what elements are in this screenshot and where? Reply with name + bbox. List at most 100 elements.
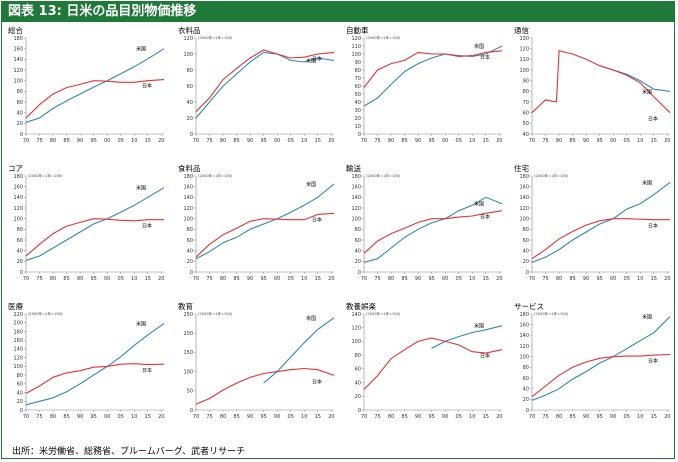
y-tick-label: 180 xyxy=(519,174,529,180)
x-tick-label: 75 xyxy=(542,276,548,282)
x-tick-label: 05 xyxy=(624,276,630,282)
x-tick-label: 00 xyxy=(104,138,110,144)
y-tick-label: 50 xyxy=(355,92,361,98)
x-tick-label: 75 xyxy=(36,276,42,282)
series-label-jp: 日本 xyxy=(480,214,490,221)
series-line-us xyxy=(531,316,671,401)
x-tick-label: 90 xyxy=(583,276,589,282)
panel-note: (2000年=1年=100) xyxy=(198,35,233,40)
y-tick-label: 100 xyxy=(13,364,23,370)
x-tick-label: 05 xyxy=(288,414,294,420)
x-tick-label: 70 xyxy=(361,414,367,420)
x-tick-label: 10 xyxy=(469,414,475,420)
x-tick-label: 85 xyxy=(569,138,575,144)
x-tick-label: 80 xyxy=(388,138,394,144)
series-label-us: 米国 xyxy=(642,314,652,321)
series-label-us: 米国 xyxy=(474,323,484,330)
series-line-us xyxy=(195,51,335,119)
panel-note: (2000年=1年=100) xyxy=(198,173,233,178)
x-tick-label: 15 xyxy=(483,276,489,282)
series-label-jp: 日本 xyxy=(312,378,322,385)
panel-title: 自動車 xyxy=(346,25,369,35)
x-tick-label: 95 xyxy=(260,414,266,420)
x-tick-label: 00 xyxy=(442,138,448,144)
x-tick-label: 90 xyxy=(77,138,83,144)
series-line-us xyxy=(263,317,335,384)
y-tick-label: 60 xyxy=(17,382,23,388)
x-tick-label: 90 xyxy=(583,138,589,144)
x-tick-label: 90 xyxy=(247,276,253,282)
x-tick-label: 70 xyxy=(193,138,199,144)
y-tick-label: 60 xyxy=(17,238,23,244)
panel-note: (2000年=1年=100) xyxy=(28,311,63,316)
x-tick-label: 15 xyxy=(651,138,657,144)
y-tick-label: 110 xyxy=(519,57,529,63)
panel-note: (2000年=1年=100) xyxy=(366,35,401,40)
series-line-jp xyxy=(363,50,503,88)
series-label-jp: 日本 xyxy=(480,54,490,61)
panel-note: (2000年=1年=100) xyxy=(534,311,569,316)
y-tick-label: 200 xyxy=(13,321,23,327)
series-label-us: 米国 xyxy=(136,321,146,328)
series-label-us: 米国 xyxy=(306,181,316,188)
x-tick-label: 85 xyxy=(401,276,407,282)
x-tick-label: 00 xyxy=(104,276,110,282)
y-tick-label: 0 xyxy=(20,132,23,138)
series-label-jp: 日本 xyxy=(142,367,152,374)
x-tick-label: 70 xyxy=(193,276,199,282)
chart-panel: サービス (2000年=1年=100) 0 20 40 60 80 100 120 140 160 1… xyxy=(510,300,678,440)
y-tick-label: 0 xyxy=(526,408,529,414)
y-tick-label: 60 xyxy=(187,84,193,90)
x-tick-label: 10 xyxy=(301,138,307,144)
series-line-jp xyxy=(363,210,503,254)
x-tick-label: 20 xyxy=(328,276,334,282)
x-tick-label: 75 xyxy=(206,414,212,420)
x-tick-label: 70 xyxy=(529,414,535,420)
x-tick-label: 20 xyxy=(158,138,164,144)
x-tick-label: 95 xyxy=(260,138,266,144)
series-label-jp: 日本 xyxy=(312,216,322,223)
chart-panel: 医療 (2000年=1年=100) 0 20 40 60 80 100 120 140 160 180… xyxy=(4,300,172,440)
x-tick-label: 10 xyxy=(131,414,137,420)
x-tick-label: 05 xyxy=(624,414,630,420)
x-tick-label: 20 xyxy=(664,276,670,282)
x-tick-label: 10 xyxy=(469,138,475,144)
y-tick-label: 160 xyxy=(519,322,529,328)
x-tick-label: 75 xyxy=(542,138,548,144)
x-tick-label: 15 xyxy=(651,276,657,282)
y-tick-label: 20 xyxy=(17,121,23,127)
chart-panel: 食料品 (2000年=1年=100) 0 20 40 60 80 100 120 140 160 18… xyxy=(174,162,342,302)
y-tick-label: 160 xyxy=(351,184,361,190)
y-tick-label: 140 xyxy=(519,195,529,201)
series-label-us: 米国 xyxy=(474,201,484,208)
x-tick-label: 00 xyxy=(104,414,110,420)
chart-svg: コア (2000年=1年=100) 0 20 40 60 80 100 120 140 160 180… xyxy=(8,164,164,282)
y-tick-label: 80 xyxy=(187,227,193,233)
y-tick-label: 40 xyxy=(523,132,529,138)
y-tick-label: 160 xyxy=(13,338,23,344)
x-tick-label: 80 xyxy=(556,414,562,420)
y-tick-label: 120 xyxy=(351,206,361,212)
series-label-jp: 日本 xyxy=(142,83,152,90)
x-tick-label: 10 xyxy=(131,138,137,144)
y-tick-label: 120 xyxy=(519,46,529,52)
y-tick-label: 40 xyxy=(17,110,23,116)
series-line-us xyxy=(531,181,671,263)
x-tick-label: 80 xyxy=(388,414,394,420)
y-tick-label: 0 xyxy=(358,270,361,276)
x-tick-label: 85 xyxy=(401,138,407,144)
y-tick-label: 140 xyxy=(351,195,361,201)
y-tick-label: 20 xyxy=(523,259,529,265)
y-tick-label: 140 xyxy=(13,347,23,353)
x-tick-label: 10 xyxy=(301,414,307,420)
panel-note: (2000年=1年=100) xyxy=(366,311,401,316)
x-tick-label: 70 xyxy=(23,414,29,420)
y-tick-label: 80 xyxy=(355,227,361,233)
x-tick-label: 80 xyxy=(556,138,562,144)
series-label-jp: 日本 xyxy=(312,55,322,62)
y-tick-label: 110 xyxy=(351,44,361,50)
y-tick-label: 70 xyxy=(355,76,361,82)
y-tick-label: 40 xyxy=(355,380,361,386)
y-tick-label: 20 xyxy=(523,397,529,403)
